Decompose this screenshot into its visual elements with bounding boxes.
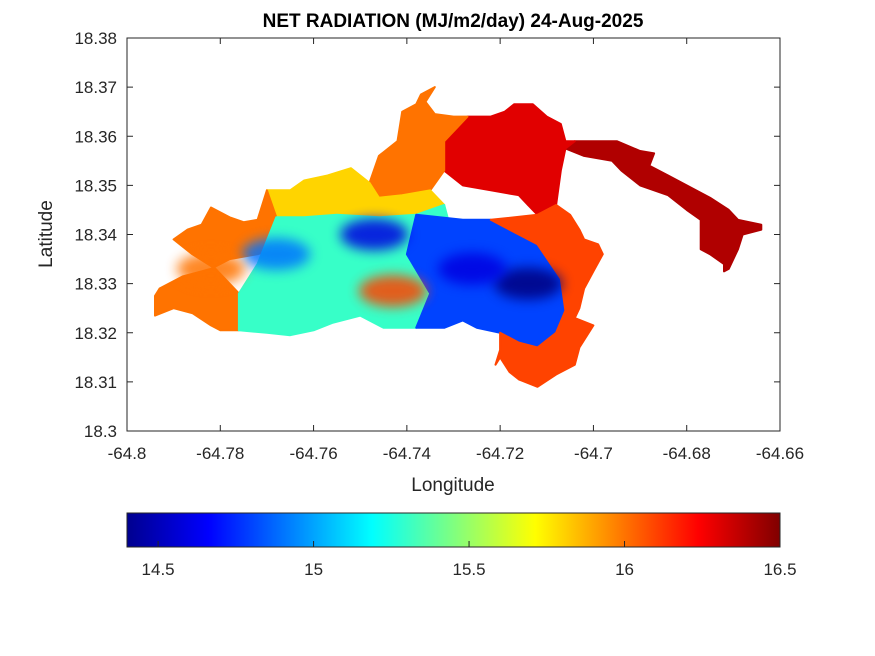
y-tick-label: 18.32 xyxy=(74,324,117,343)
x-tick-label: -64.66 xyxy=(756,444,804,463)
y-tick-label: 18.31 xyxy=(74,373,117,392)
value-hotspots xyxy=(176,218,563,307)
hotspot-0 xyxy=(494,267,563,300)
y-tick-label: 18.36 xyxy=(74,127,117,146)
x-tick-label: -64.7 xyxy=(574,444,613,463)
hotspot-1 xyxy=(340,218,409,251)
colorbar xyxy=(126,512,781,548)
x-tick-label: -64.78 xyxy=(196,444,244,463)
x-tick-label: -64.8 xyxy=(108,444,147,463)
hotspot-5 xyxy=(358,274,427,307)
y-tick-label: 18.38 xyxy=(74,29,117,48)
x-tick-label: -64.74 xyxy=(383,444,431,463)
hotspot-3 xyxy=(242,238,311,271)
y-axis-label: Latitude xyxy=(36,200,57,268)
x-axis-label: Longitude xyxy=(411,475,494,496)
region-northeast-hills xyxy=(443,103,576,216)
y-tick-label: 18.35 xyxy=(74,176,117,195)
colorbar-tick-label: 16 xyxy=(615,560,634,579)
chart-title: NET RADIATION (MJ/m2/day) 24-Aug-2025 xyxy=(263,11,644,32)
y-tick-label: 18.33 xyxy=(74,275,117,294)
x-tick-label: -64.68 xyxy=(663,444,711,463)
y-axis-ticks: 18.3 18.31 18.32 18.33 18.34 18.35 18.36 18.37 1… xyxy=(74,29,780,441)
y-tick-label: 18.3 xyxy=(84,422,117,441)
colorbar-ticks: 14.5 15 15.5 16 16.5 xyxy=(142,541,797,579)
region-southeast-coast xyxy=(489,204,604,388)
x-axis-ticks: -64.8 -64.78 -64.76 -64.74 -64.72 -64.7 -64.68… xyxy=(108,38,804,463)
colorbar-tick-label: 14.5 xyxy=(142,560,175,579)
hotspot-4 xyxy=(176,252,245,285)
hotspot-2 xyxy=(438,252,507,285)
colorbar-tick-label: 15 xyxy=(304,560,323,579)
x-tick-label: -64.76 xyxy=(289,444,337,463)
colorbar-tick-label: 16.5 xyxy=(763,560,796,579)
y-tick-label: 18.37 xyxy=(74,78,117,97)
region-east-arm xyxy=(564,140,763,273)
y-tick-label: 18.34 xyxy=(74,226,117,245)
island-regions xyxy=(154,86,763,388)
x-tick-label: -64.72 xyxy=(476,444,524,463)
colorbar-tick-label: 15.5 xyxy=(453,560,486,579)
